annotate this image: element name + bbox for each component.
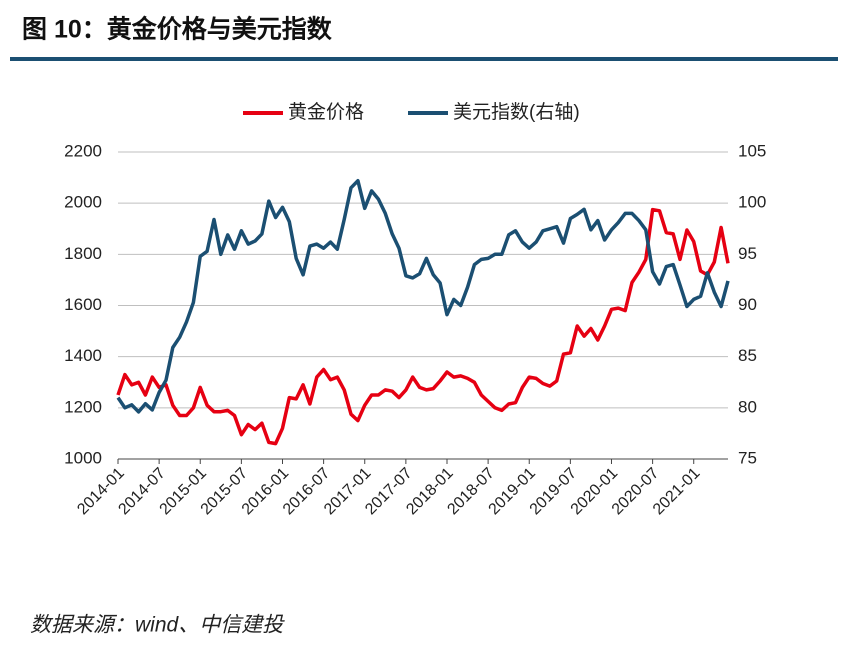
y-tick-label: 2000 — [64, 193, 102, 212]
y2-tick-label: 80 — [738, 397, 757, 416]
y2-tick-label: 105 — [738, 141, 766, 160]
y-tick-label: 1400 — [64, 346, 102, 365]
title-rule — [10, 57, 838, 61]
y2-tick-label: 85 — [738, 346, 757, 365]
legend-label: 黄金价格 — [288, 101, 364, 123]
source-note: 数据来源：wind、中信建投 — [30, 614, 285, 637]
series-line — [116, 207, 730, 446]
y-tick-label: 1800 — [64, 244, 102, 263]
y2-tick-label: 90 — [738, 295, 757, 314]
series-line — [116, 178, 730, 414]
y2-tick-label: 75 — [738, 448, 757, 467]
legend-label: 美元指数(右轴) — [453, 101, 580, 123]
y-tick-label: 1200 — [64, 397, 102, 416]
y-tick-label: 1600 — [64, 295, 102, 314]
y2-tick-label: 100 — [738, 193, 766, 212]
y-tick-label: 1000 — [64, 448, 102, 467]
chart-title: 图 10：黄金价格与美元指数 — [22, 15, 333, 44]
y2-tick-label: 95 — [738, 244, 757, 263]
y-tick-label: 2200 — [64, 141, 102, 160]
